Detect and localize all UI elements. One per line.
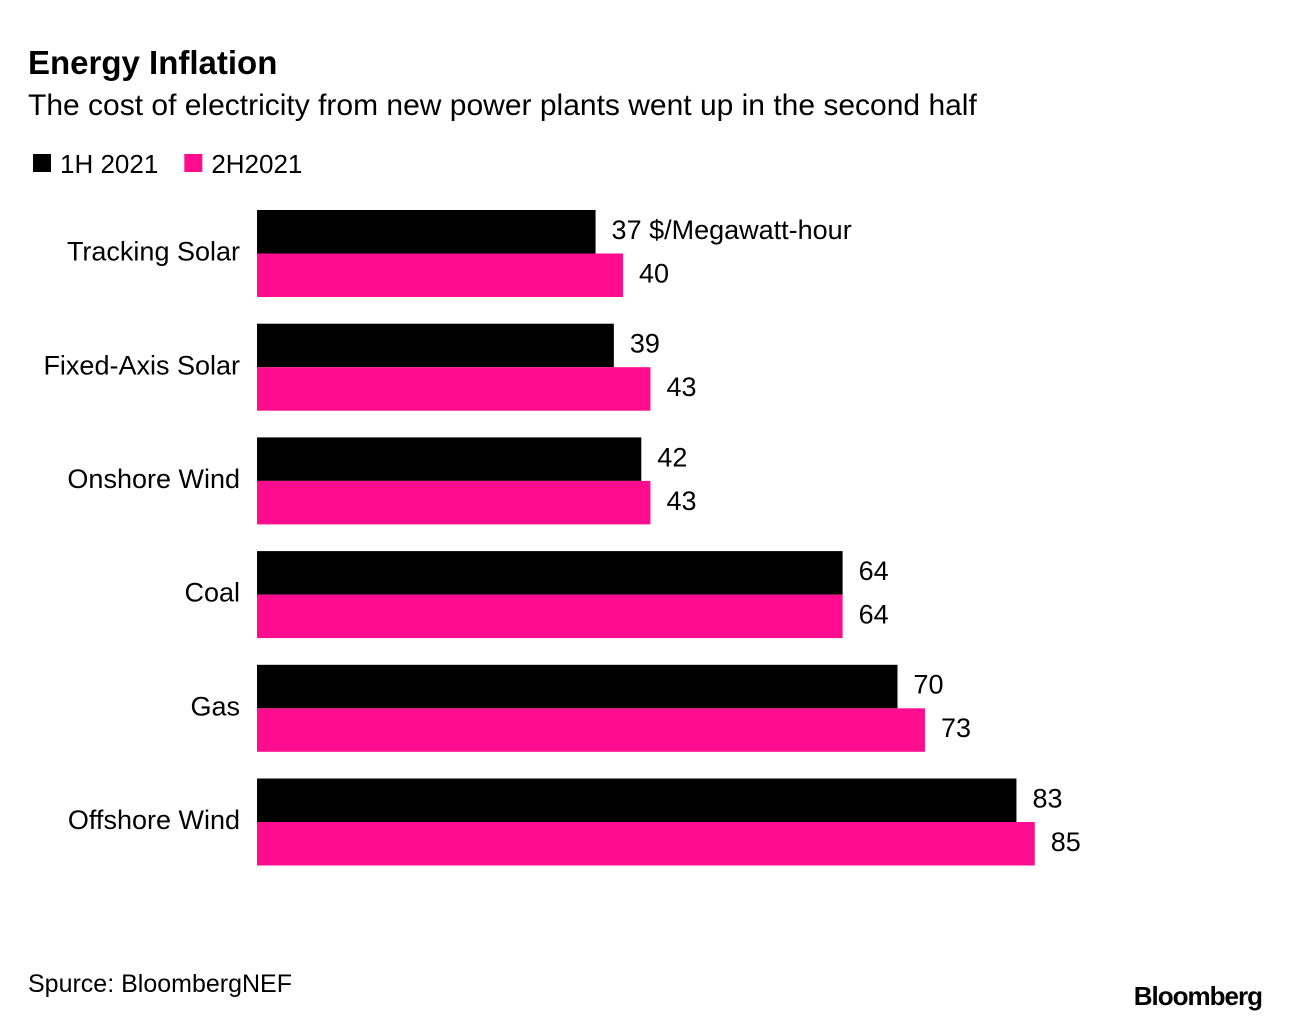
bar [257,480,651,525]
source-note: Spurce: BloombergNEF [28,970,292,998]
bar [257,778,1017,822]
chart-subtitle: The cost of electricity from new power p… [28,89,977,122]
value-label: 85 [1051,827,1081,857]
y-tick-label: Tracking Solar [67,237,240,267]
legend-swatch [33,154,51,172]
legend-label: 1H 2021 [60,149,158,179]
bar [257,822,1035,866]
y-tick-label: Gas [190,691,240,721]
bar [257,323,614,368]
bar [257,551,843,595]
y-tick-label: Coal [184,578,240,608]
bar [257,664,898,709]
value-label: 40 [639,258,669,288]
value-label: 43 [666,372,696,402]
value-label: 64 [859,599,889,629]
y-tick-label: Offshore Wind [68,805,240,835]
value-label: 73 [941,713,971,743]
bar [257,367,651,411]
value-label: 39 [630,329,660,359]
bar [257,594,843,639]
y-tick-label: Onshore Wind [67,464,240,494]
value-label: 64 [859,556,889,586]
bar [257,210,596,254]
value-label: 70 [914,670,944,700]
chart-title: Energy Inflation [28,44,277,81]
value-label: 43 [666,486,696,516]
value-label: 83 [1032,783,1062,813]
y-tick-label: Fixed-Axis Solar [43,350,240,380]
legend-label: 2H2021 [211,149,302,179]
bar [257,708,925,752]
legend-swatch [184,154,203,172]
value-label: 37 $/Megawatt-hour [612,215,852,245]
bar [257,253,623,297]
bar [257,437,642,481]
brand-logo: Bloomberg [1134,981,1262,1011]
value-label: 42 [657,442,687,472]
